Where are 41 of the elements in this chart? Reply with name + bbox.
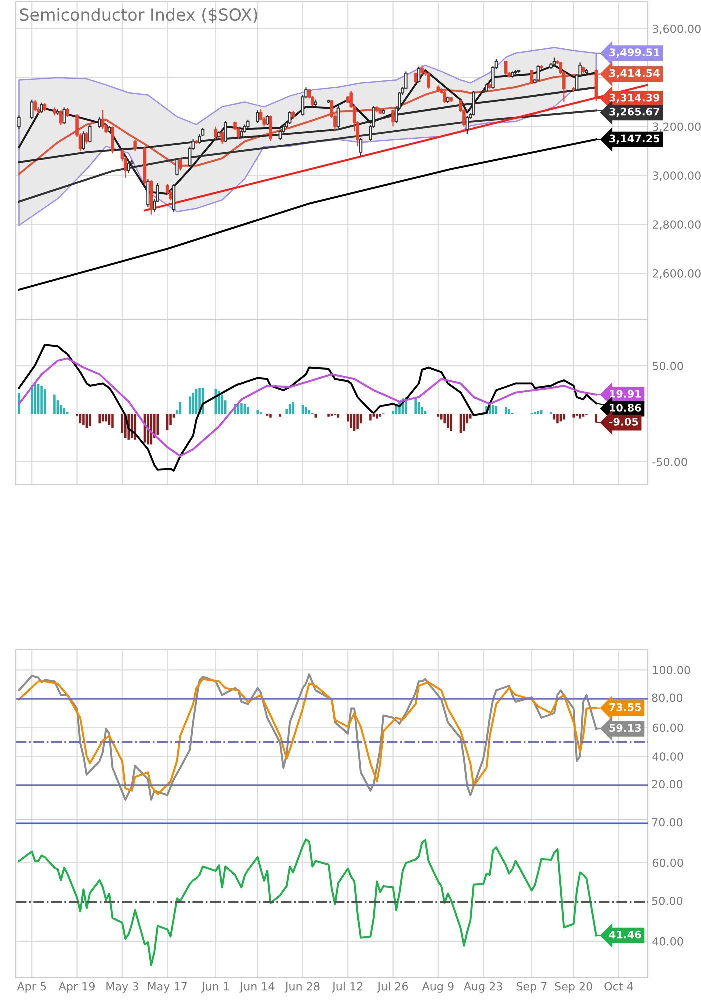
x-tick-label: Apr 5	[17, 982, 46, 993]
ref-line-label: 70.00	[652, 818, 683, 827]
annotation: -9.05	[609, 418, 638, 426]
x-tick-label: Sep 7	[516, 982, 547, 993]
y-tick-label: 3,600.00	[653, 24, 701, 34]
y-tick-label: 2,600.00	[652, 270, 701, 280]
x-tick-label: May 3	[106, 982, 138, 993]
y-tick-label: 40.00	[652, 937, 684, 946]
annotation: 59.13	[610, 724, 642, 732]
x-tick-label: Sep 20	[555, 982, 592, 993]
x-tick-label: Jun 1	[201, 982, 229, 993]
annotation: 73.55	[610, 703, 642, 712]
y-tick-label: 40.00	[652, 752, 684, 761]
ref-line-label: 20.00	[652, 780, 683, 789]
chart-title: Semiconductor Index ($SOX)	[20, 8, 258, 24]
y-tick-label: 60.00	[652, 724, 684, 732]
annotation: 3,414.54	[610, 69, 660, 79]
annotation: 19.91	[610, 390, 642, 398]
y-tick-label: 100.00	[653, 666, 690, 675]
y-tick-label: 50.00	[653, 362, 684, 370]
annotation: 10.86	[610, 404, 642, 412]
y-tick-label: 3,200.00	[653, 122, 701, 132]
x-tick-label: May 17	[148, 982, 187, 993]
annotation: 3,314.39	[610, 94, 660, 104]
y-tick-label: 3,000.00	[653, 172, 701, 182]
x-tick-label: Jun 28	[284, 982, 320, 993]
x-tick-label: Jul 12	[332, 982, 363, 993]
annotation: 3,499.51	[610, 48, 660, 58]
x-tick-label: Oct 4	[604, 982, 634, 991]
y-tick-label: 60.00	[652, 858, 684, 868]
annotation: 41.46	[609, 930, 642, 939]
x-tick-label: Apr 19	[58, 982, 95, 993]
y-tick-label: -50.00	[652, 458, 688, 466]
x-tick-label: Aug 23	[464, 982, 502, 993]
x-tick-label: Aug 9	[422, 982, 454, 993]
annotation: 3,147.25	[610, 134, 660, 144]
ref-line-label: 80.00	[652, 694, 683, 702]
y-tick-label: 2,800.00	[652, 220, 701, 230]
annotation: 3,265.67	[610, 108, 660, 118]
x-tick-label: Jul 26	[377, 982, 408, 993]
x-tick-label: Jun 14	[240, 982, 275, 993]
